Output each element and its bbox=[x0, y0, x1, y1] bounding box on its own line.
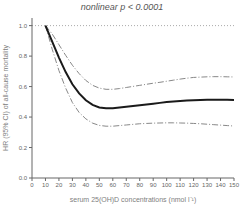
svg-text:130: 130 bbox=[202, 182, 213, 188]
svg-text:HR (95% CI) of all-cause morta: HR (95% CI) of all-cause mortality bbox=[8, 45, 10, 151]
svg-text:110: 110 bbox=[175, 182, 185, 188]
svg-text:1.0: 1.0 bbox=[19, 23, 28, 29]
svg-text:80: 80 bbox=[136, 182, 143, 188]
svg-text:0.8: 0.8 bbox=[19, 53, 28, 59]
svg-text:30: 30 bbox=[69, 182, 76, 188]
svg-text:10: 10 bbox=[42, 182, 49, 188]
svg-text:120: 120 bbox=[189, 182, 200, 188]
svg-text:serum 25(OH)D concentrations (: serum 25(OH)D concentrations (nmol l⁻¹) bbox=[70, 196, 196, 204]
svg-text:70: 70 bbox=[123, 182, 130, 188]
svg-text:40: 40 bbox=[83, 182, 90, 188]
svg-text:90: 90 bbox=[150, 182, 157, 188]
svg-text:140: 140 bbox=[216, 182, 227, 188]
html-text:nonlinear p < 0.0001: nonlinear p < 0.0001 bbox=[80, 2, 164, 12]
svg-text:50: 50 bbox=[96, 182, 103, 188]
svg-text:0.4: 0.4 bbox=[19, 114, 28, 120]
svg-text:0: 0 bbox=[30, 182, 34, 188]
svg-text:0.2: 0.2 bbox=[19, 145, 28, 151]
svg-text:150: 150 bbox=[229, 182, 236, 188]
svg-text:0.0: 0.0 bbox=[19, 175, 28, 181]
svg-text:60: 60 bbox=[109, 182, 116, 188]
svg-text:20: 20 bbox=[56, 182, 63, 188]
svg-text:100: 100 bbox=[162, 182, 173, 188]
svg-text:0.6: 0.6 bbox=[19, 84, 28, 90]
